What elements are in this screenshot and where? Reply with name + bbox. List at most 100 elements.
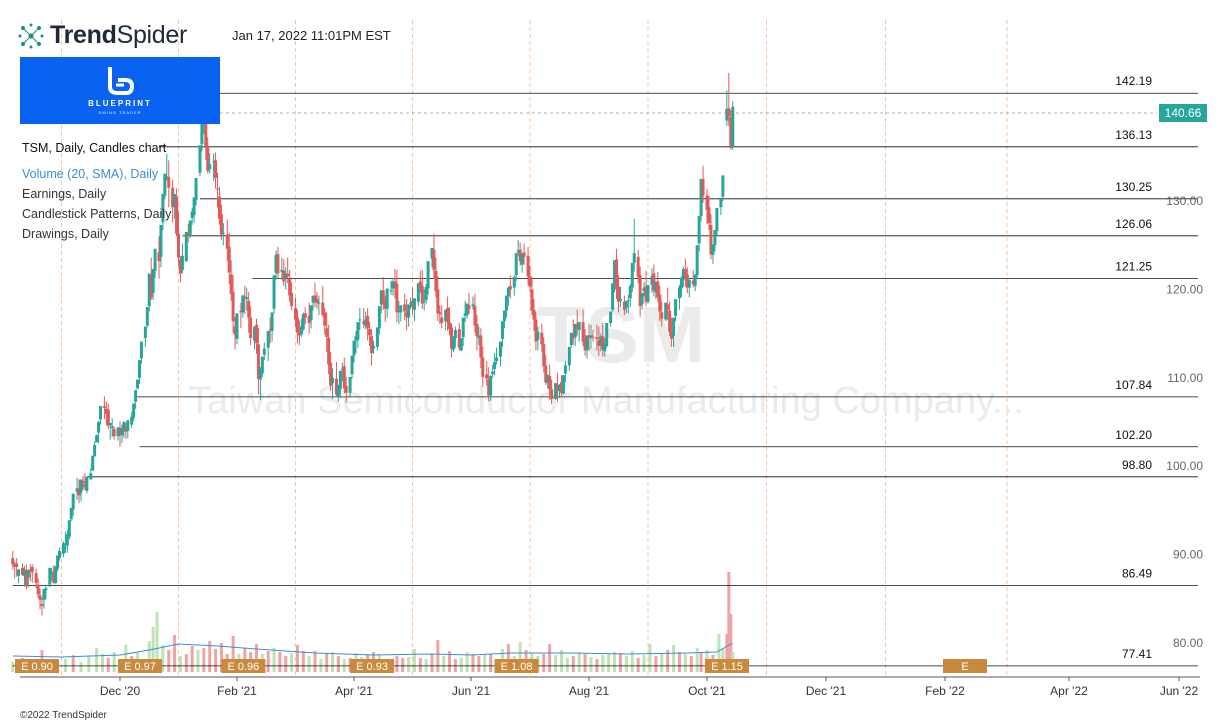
volume-bar (155, 612, 159, 672)
legend-candlestick-patterns[interactable]: Candlestick Patterns, Daily (22, 207, 172, 221)
candle-body (65, 534, 69, 546)
level-label: 77.41 (1122, 647, 1152, 661)
candle-body (711, 244, 715, 255)
candle-body (173, 193, 177, 208)
candle-body (108, 422, 112, 426)
candle-body (315, 299, 319, 303)
blueprint-logo-icon (108, 67, 135, 95)
level-label: 142.19 (1115, 74, 1152, 88)
candle-body (685, 274, 689, 288)
candle-body (618, 299, 622, 301)
candle-body (463, 313, 467, 316)
candle-body (377, 306, 381, 329)
candle-body (725, 109, 729, 121)
candle-body (422, 300, 426, 302)
candle-body (342, 366, 346, 389)
candle-body (416, 283, 420, 302)
volume-bar (542, 654, 546, 672)
candle-body (26, 569, 30, 578)
blueprint-tagline: SWING TRADER (98, 110, 142, 115)
candle-body (679, 277, 683, 289)
candle-body (89, 473, 93, 480)
candle-body (581, 322, 585, 342)
candle-body (412, 298, 416, 310)
candle-body (348, 376, 352, 393)
candle-body (666, 304, 670, 310)
candle-body (266, 330, 270, 348)
candle-body (214, 160, 218, 179)
volume-bar (231, 636, 235, 672)
candle-body (79, 479, 83, 493)
y-tick-label: 130.00 (1166, 194, 1203, 208)
candle-body (624, 300, 628, 308)
volume-bar (412, 649, 416, 672)
candle-body (143, 326, 147, 339)
candle-body (67, 520, 71, 537)
candle-body (309, 305, 313, 321)
candle-body (28, 569, 32, 571)
candle-body (540, 332, 544, 345)
candle-body (516, 250, 520, 253)
candle-body (658, 294, 662, 312)
legend-drawings[interactable]: Drawings, Daily (22, 227, 109, 241)
candle-body (420, 285, 424, 304)
candle-body (512, 277, 516, 288)
candle-body (24, 570, 28, 587)
candle-body (601, 336, 605, 350)
candle-body (36, 584, 40, 595)
candle-body (104, 408, 108, 415)
candle-body (638, 275, 642, 307)
candle-body (499, 341, 502, 357)
candle-body (424, 286, 428, 301)
volume-bar (717, 634, 721, 672)
legend-earnings[interactable]: Earnings, Daily (22, 187, 107, 201)
legend-title: TSM, Daily, Candles chart (22, 141, 167, 155)
candle-body (473, 306, 477, 326)
candle-body (258, 368, 262, 380)
candle-body (200, 121, 204, 145)
volume-bar (255, 644, 258, 672)
legend-volume[interactable]: Volume (20, SMA), Daily (22, 167, 159, 181)
candle-body (227, 246, 231, 273)
candle-body (554, 383, 558, 400)
volume-bar (112, 652, 116, 672)
candle-body (15, 563, 19, 567)
volume-bar (436, 640, 440, 672)
candle-body (683, 269, 687, 277)
candle-body (311, 295, 315, 303)
candle-body (368, 329, 372, 336)
candle-body (628, 285, 632, 299)
candle-body (149, 275, 153, 298)
candle-body (294, 307, 297, 320)
volume-bar (559, 650, 563, 672)
candle-body (139, 341, 143, 359)
volume-bar (219, 643, 223, 672)
candle-body (34, 573, 38, 583)
volume-bar (401, 658, 405, 672)
candle-body (493, 361, 497, 369)
volume-bar (290, 653, 294, 672)
candle-body (632, 253, 636, 263)
candle-body (487, 379, 491, 396)
volume-bar (589, 657, 593, 672)
candle-body (652, 273, 656, 291)
volume-bar (95, 648, 99, 672)
level-label: 126.06 (1115, 217, 1152, 231)
candle-body (71, 493, 75, 510)
candle-body (116, 427, 120, 437)
candle-body (354, 336, 358, 341)
blueprint-banner: BLUEPRINT SWING TRADER (20, 57, 220, 124)
volume-bar (483, 655, 487, 672)
candle-body (38, 595, 42, 600)
volume-bar (607, 654, 611, 672)
candle-body (721, 175, 725, 197)
candle-body (153, 248, 157, 271)
candle-body (190, 211, 194, 218)
candle-body (459, 338, 463, 351)
volume-bar (301, 651, 305, 672)
candle-body (159, 224, 163, 257)
volume-bar (325, 654, 329, 672)
volume-bar (654, 656, 658, 672)
volume-bar (660, 654, 664, 672)
